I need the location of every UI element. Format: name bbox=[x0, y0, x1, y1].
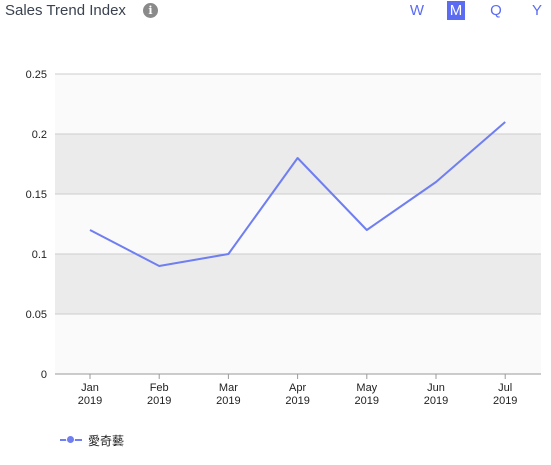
legend-label: 愛奇藝 bbox=[88, 434, 125, 448]
y-tick-label: 0.15 bbox=[26, 189, 47, 201]
x-tick-label-month: May bbox=[356, 382, 377, 394]
x-tick-label-month: Jun bbox=[427, 382, 445, 394]
x-tick-label-year: 2019 bbox=[355, 395, 379, 407]
x-tick-label-year: 2019 bbox=[285, 395, 309, 407]
y-tick-label: 0.1 bbox=[32, 249, 47, 261]
y-tick-label: 0.2 bbox=[32, 129, 47, 141]
plot-band bbox=[55, 134, 541, 194]
plot-band bbox=[55, 254, 541, 314]
x-tick-label-year: 2019 bbox=[424, 395, 448, 407]
period-week-button[interactable]: W bbox=[409, 2, 425, 19]
x-tick-label-year: 2019 bbox=[78, 395, 102, 407]
x-tick-label-month: Mar bbox=[219, 382, 238, 394]
x-tick-label-year: 2019 bbox=[216, 395, 240, 407]
y-tick-label: 0 bbox=[41, 369, 47, 381]
x-tick-label-month: Apr bbox=[289, 382, 306, 394]
period-year-button[interactable]: Y bbox=[531, 2, 542, 19]
y-tick-label: 0.25 bbox=[26, 69, 47, 81]
x-tick-label-month: Jan bbox=[81, 382, 99, 394]
x-tick-label-year: 2019 bbox=[493, 395, 517, 407]
plot-background bbox=[55, 74, 541, 374]
period-month-button[interactable]: M bbox=[447, 1, 465, 20]
chart-header: Sales Trend Index i W M Q Y bbox=[0, 0, 551, 24]
period-quarter-button[interactable]: Q bbox=[490, 2, 502, 19]
chart-title: Sales Trend Index bbox=[5, 2, 126, 19]
x-tick-label-month: Feb bbox=[150, 382, 169, 394]
info-icon[interactable]: i bbox=[143, 3, 158, 18]
x-tick-label-month: Jul bbox=[498, 382, 512, 394]
legend-dot-marker bbox=[66, 435, 75, 444]
x-tick-label-year: 2019 bbox=[147, 395, 171, 407]
y-tick-label: 0.05 bbox=[26, 309, 47, 321]
